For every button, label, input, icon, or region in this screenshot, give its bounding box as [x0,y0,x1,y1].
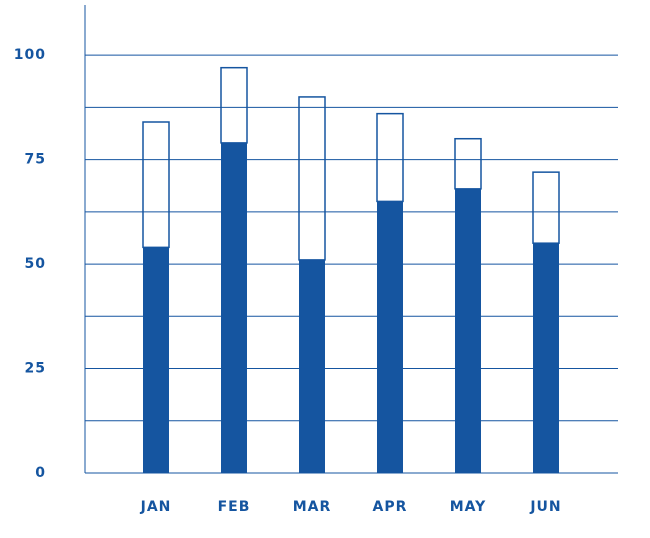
x-tick-label: FEB [218,499,251,515]
bar-segment [376,112,404,203]
bar-segment [221,142,247,473]
bar-segment [532,171,560,244]
bar-segment [142,121,170,249]
x-tick-label: APR [373,499,408,515]
bar-segment [220,66,248,144]
x-tick-label: MAY [450,499,487,515]
y-tick-label: 75 [25,152,46,168]
bar-segment [299,259,325,473]
bar-segment [455,188,481,473]
bar-segment [143,247,169,473]
x-tick-label: MAR [293,499,332,515]
bar-segment [377,201,403,473]
y-tick-label: 0 [35,465,46,481]
bar-segment [533,243,559,473]
x-tick-label: JAN [140,499,172,515]
y-tick-label: 25 [25,361,46,377]
x-tick-label: JUN [529,499,561,515]
bar-segment [454,137,482,190]
y-tick-label: 100 [14,47,46,63]
bar-segment [298,96,326,261]
y-tick-label: 50 [25,256,46,272]
